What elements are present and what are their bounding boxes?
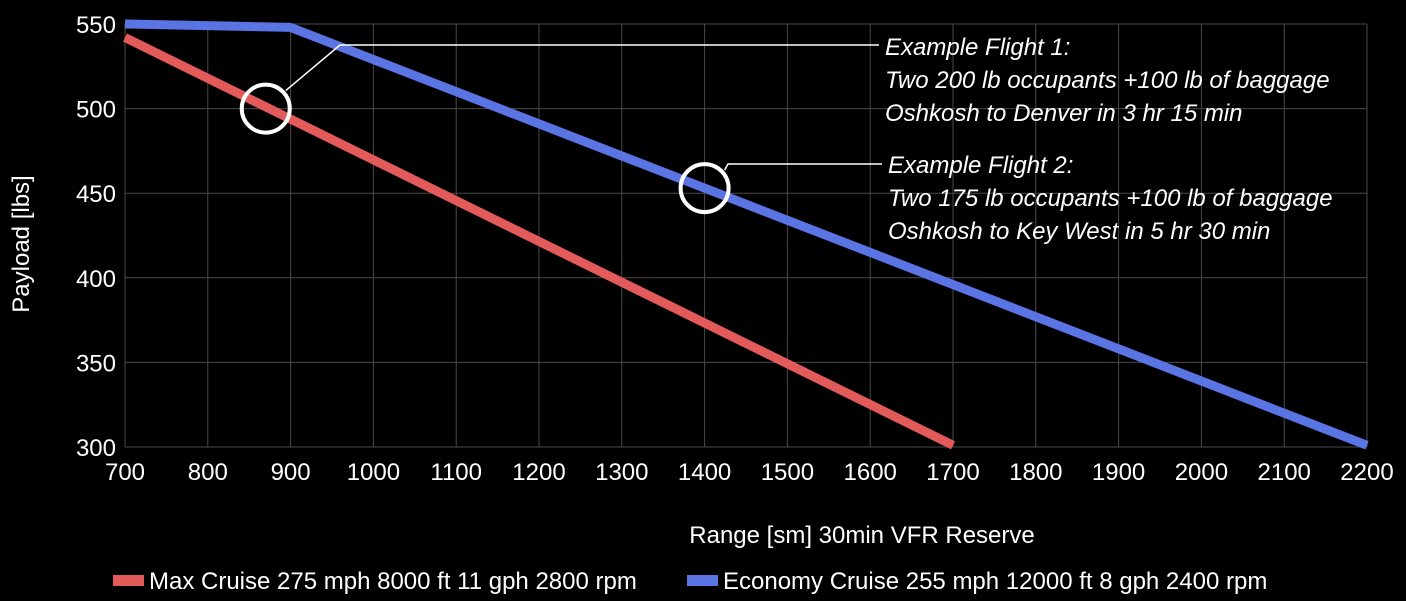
x-tick-label-1600: 1600 [844, 459, 897, 486]
example-flight-2-text-line-1: Example Flight 2: [888, 152, 1073, 179]
example-flight-1-text-line-1: Example Flight 1: [885, 34, 1070, 61]
x-tick-label-1200: 1200 [512, 459, 565, 486]
x-tick-label-1300: 1300 [595, 459, 648, 486]
legend-swatch-2 [687, 575, 718, 586]
example-flight-1-marker [239, 82, 292, 135]
y-tick-label-500: 500 [76, 97, 116, 124]
x-tick-label-1000: 1000 [347, 459, 400, 486]
example-flight-2-marker [678, 162, 731, 215]
y-axis-label: Payload [lbs] [8, 175, 35, 312]
example-flight-2-leader-line [723, 163, 882, 171]
x-tick-label-1100: 1100 [430, 459, 482, 486]
y-tick-label-550: 550 [76, 12, 116, 39]
legend-label-2: Economy Cruise 255 mph 12000 ft 8 gph 24… [723, 568, 1267, 595]
legend-swatch-1 [113, 575, 144, 586]
x-tick-label-1700: 1700 [926, 459, 979, 486]
x-tick-label-2000: 2000 [1175, 459, 1228, 486]
y-tick-label-400: 400 [76, 266, 116, 293]
x-tick-label-1800: 1800 [1009, 459, 1062, 486]
series-line-2 [124, 19, 1369, 450]
example-flight-1-text-line-3: Oshkosh to Denver in 3 hr 15 min [885, 100, 1243, 127]
tick-labels: 700 800 900 1000 1100 1200 1300 1400 1500 1600 170… [76, 12, 1394, 486]
x-axis-label: Range [sm] 30min VFR Reserve [689, 522, 1034, 549]
example-flight-1-leader-line [285, 44, 879, 92]
x-tick-label-1500: 1500 [761, 459, 814, 486]
x-tick-label-1900: 1900 [1092, 459, 1145, 486]
x-tick-label-1400: 1400 [678, 459, 731, 486]
x-tick-label-900: 900 [271, 459, 311, 486]
x-tick-label-700: 700 [105, 459, 145, 486]
example-flight-1-text-line-2: Two 200 lb occupants +100 lb of baggage [885, 67, 1330, 94]
x-tick-label-2100: 2100 [1258, 459, 1311, 486]
x-tick-label-2200: 2200 [1340, 459, 1393, 486]
legend-label-1: Max Cruise 275 mph 8000 ft 11 gph 2800 r… [149, 568, 637, 595]
series-line-1 [123, 33, 955, 450]
series-group [123, 19, 1369, 450]
example-flight-2-text-line-3: Oshkosh to Key West in 5 hr 30 min [888, 218, 1270, 245]
x-tick-label-800: 800 [188, 459, 228, 486]
y-tick-label-350: 350 [76, 350, 116, 377]
example-flight-2-text-line-2: Two 175 lb occupants +100 lb of baggage [888, 185, 1333, 212]
legend: Max Cruise 275 mph 8000 ft 11 gph 2800 r… [113, 568, 1267, 595]
y-tick-label-300: 300 [76, 435, 116, 462]
y-tick-label-450: 450 [76, 181, 116, 208]
annotations: Example Flight 1: Two 200 lb occupants +1… [239, 34, 1333, 245]
